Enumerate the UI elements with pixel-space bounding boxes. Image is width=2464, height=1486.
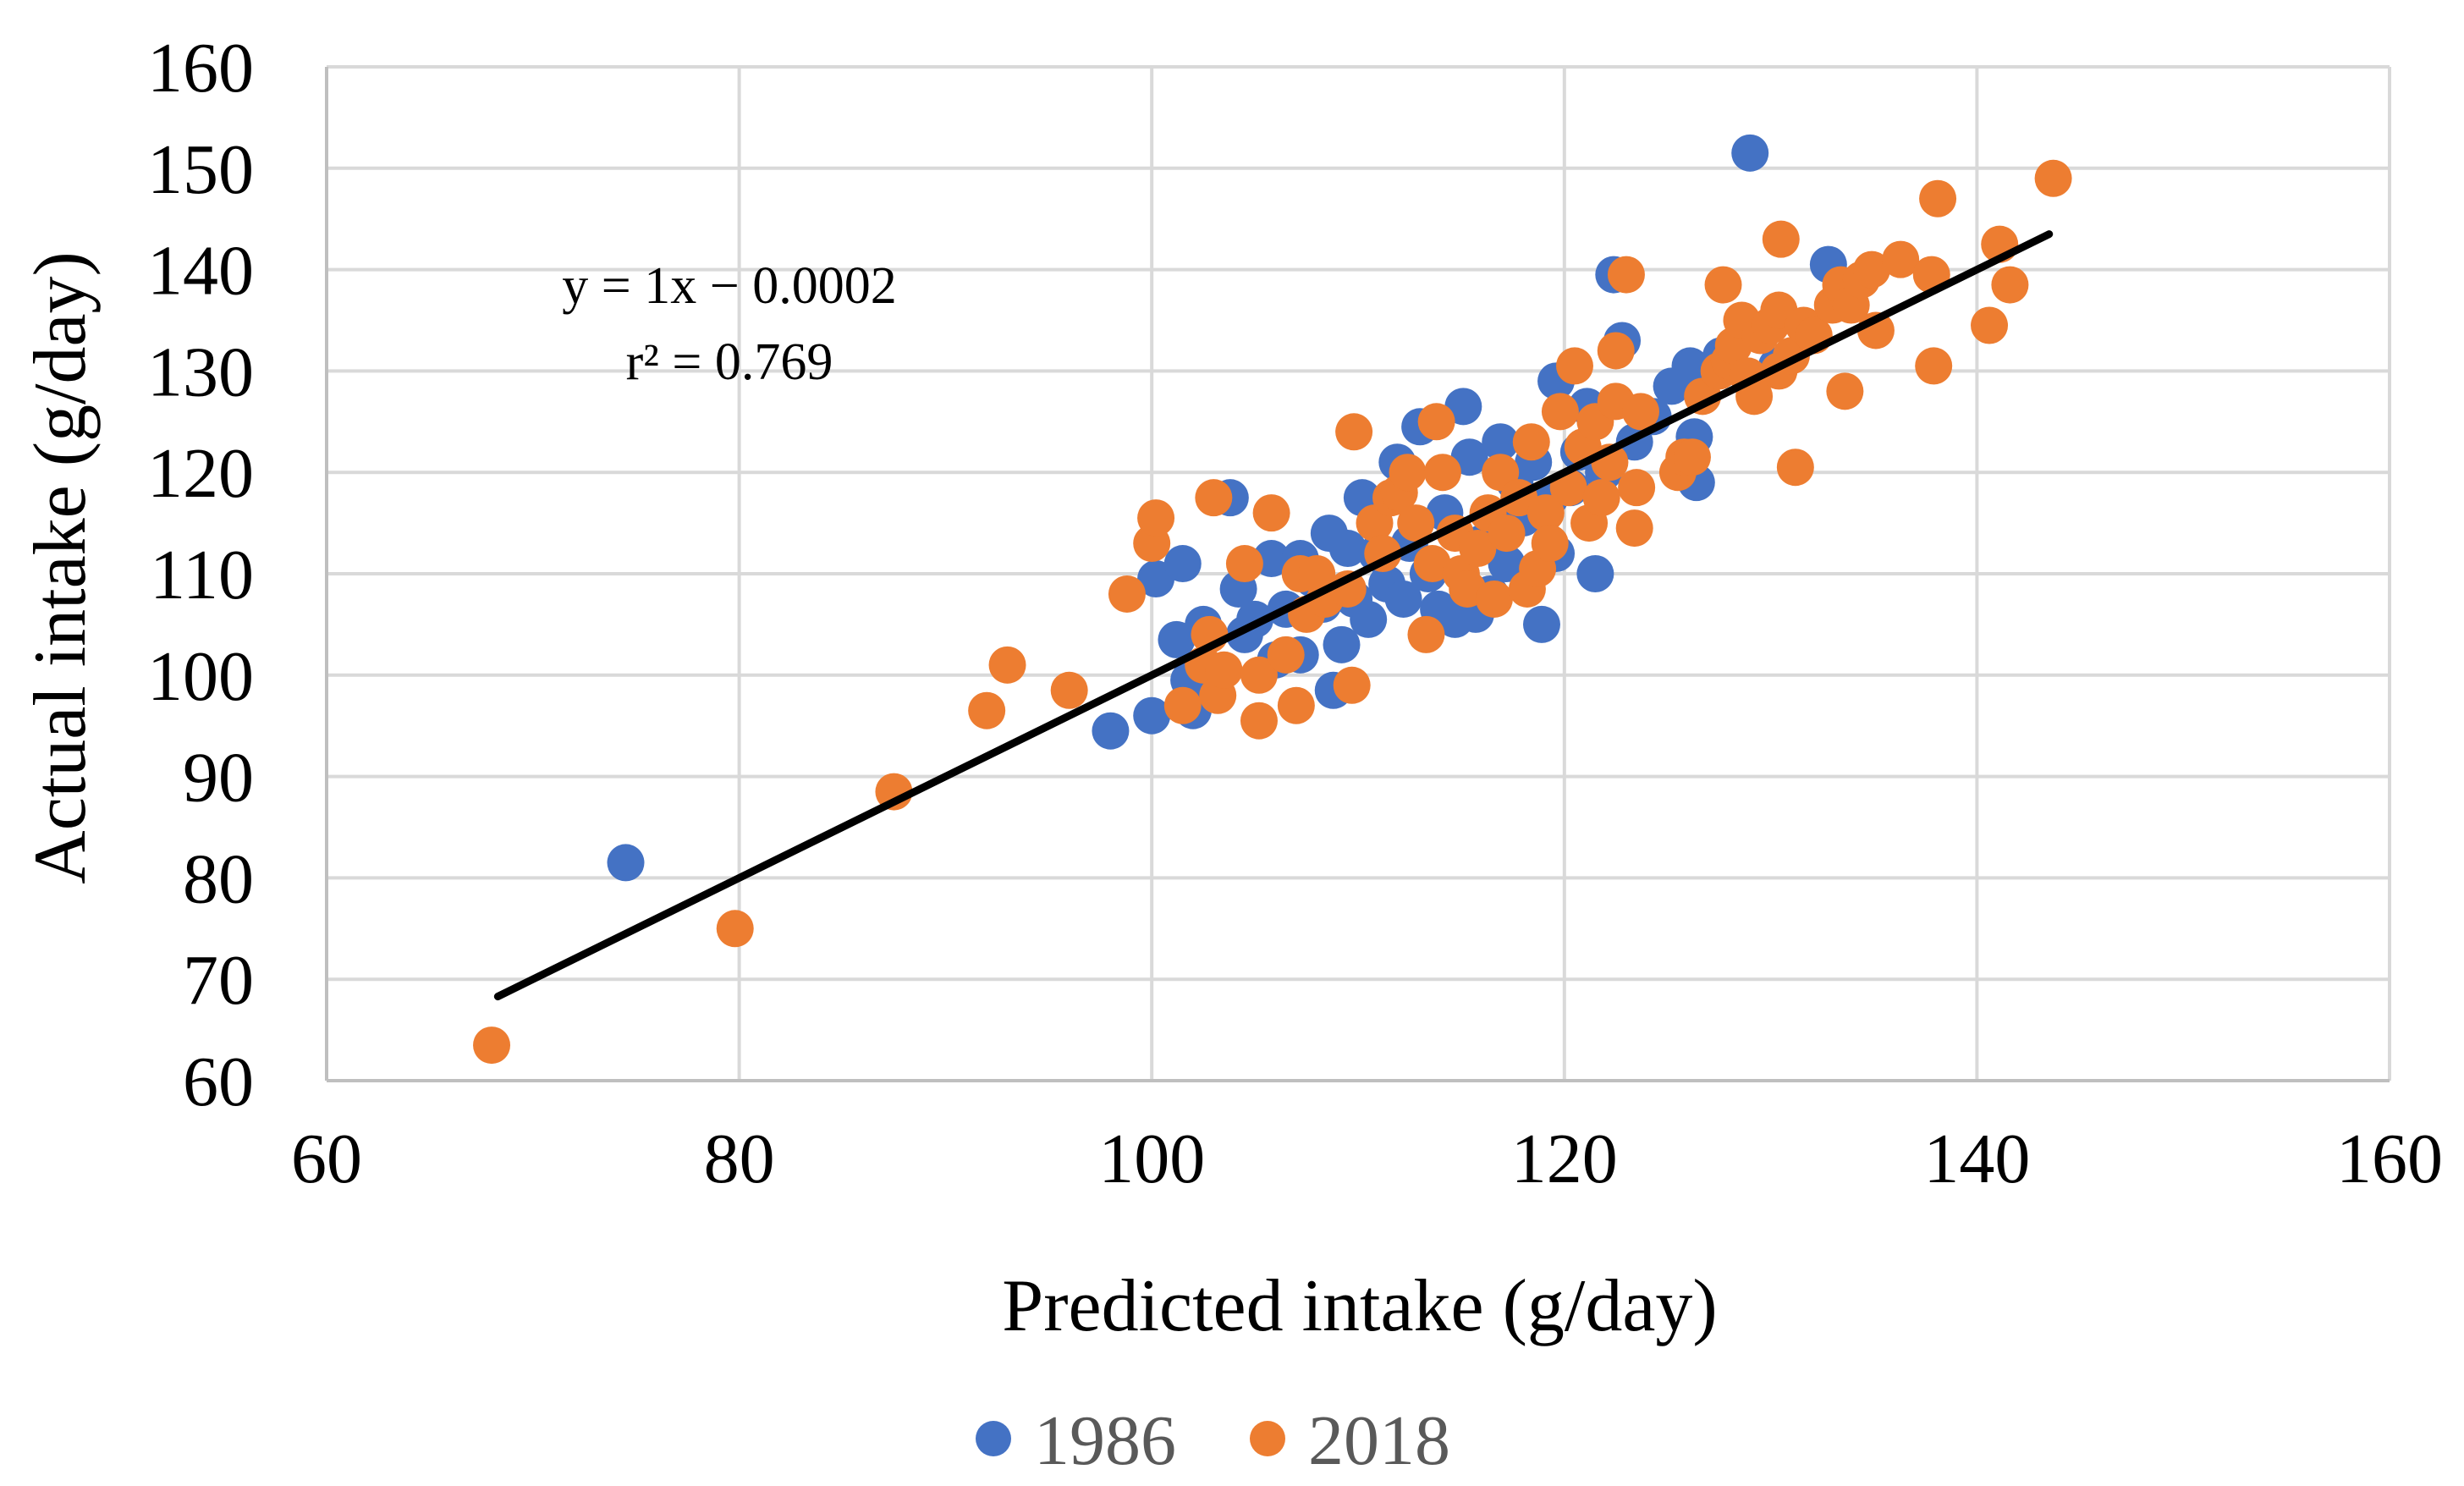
point-2018	[1526, 494, 1565, 532]
x-tick-label: 120	[1511, 1120, 1618, 1198]
trendline-r-squared: r² = 0.769	[626, 333, 833, 391]
x-tick-label: 80	[704, 1120, 775, 1198]
point-1986	[1133, 696, 1171, 735]
point-1986	[1092, 712, 1130, 750]
point-2018	[1882, 240, 1920, 278]
point-2018	[1475, 580, 1513, 618]
point-1986	[1482, 423, 1520, 461]
point-1986	[1163, 545, 1202, 583]
point-2018	[1582, 479, 1620, 517]
gridlines	[325, 65, 2391, 1082]
tick-labels: 60 80 100 120 140 160 60 70 80 90 100 110 120 130 140 1…	[147, 29, 2443, 1198]
point-2018	[1555, 347, 1593, 385]
point-2018	[473, 1026, 511, 1065]
point-2018	[1618, 469, 1656, 507]
point-1986	[1350, 600, 1388, 638]
point-2018	[1205, 651, 1243, 689]
point-2018	[1335, 413, 1373, 451]
legend-marker-2018	[1250, 1421, 1285, 1456]
point-2018	[1389, 454, 1427, 492]
y-tick-label: 70	[183, 941, 254, 1020]
point-1986	[607, 844, 645, 882]
point-2018	[1050, 671, 1088, 709]
point-2018	[1137, 499, 1175, 537]
point-2018	[1915, 347, 1953, 385]
point-2018	[1512, 423, 1550, 461]
point-2018	[1267, 636, 1305, 674]
point-2018	[968, 691, 1006, 729]
y-tick-label: 130	[147, 333, 254, 411]
point-2018	[1488, 515, 1526, 553]
point-2018	[1163, 686, 1202, 724]
y-axis-title: Actual intake (g/day)	[19, 251, 102, 884]
point-2018	[1971, 306, 2009, 344]
point-2018	[1607, 256, 1645, 294]
point-2018	[1762, 220, 1800, 258]
point-2018	[1252, 494, 1290, 532]
x-axis-title: Predicted intake (g/day)	[1002, 1265, 1717, 1347]
point-2018	[1225, 545, 1263, 583]
point-2018	[1195, 479, 1233, 517]
legend-marker-1986	[976, 1421, 1011, 1456]
point-2018	[1622, 393, 1660, 431]
point-2018	[1417, 403, 1455, 441]
point-1986	[1384, 580, 1422, 618]
point-2018	[1413, 545, 1451, 583]
trendline-group	[493, 230, 2054, 1001]
point-2018	[1673, 438, 1711, 476]
point-2018	[1108, 575, 1146, 613]
y-tick-label: 80	[183, 839, 254, 918]
point-2018	[1240, 702, 1278, 740]
point-2018	[1277, 686, 1315, 724]
x-tick-label: 160	[2336, 1120, 2443, 1198]
point-2018	[1826, 372, 1864, 410]
point-1986	[1328, 530, 1367, 568]
y-tick-label: 60	[183, 1043, 254, 1121]
point-2018	[1919, 179, 1957, 217]
point-2018	[988, 646, 1026, 684]
point-1986	[1671, 347, 1709, 385]
legend-label-1986: 1986	[1034, 1401, 1176, 1480]
x-tick-label: 60	[291, 1120, 362, 1198]
point-2018	[1853, 250, 1891, 289]
legend-label-2018: 2018	[1308, 1401, 1450, 1480]
y-tick-label: 100	[147, 637, 254, 716]
y-tick-label: 120	[147, 434, 254, 513]
legend: 1986 2018	[976, 1401, 1450, 1480]
point-1986	[1576, 555, 1614, 592]
y-tick-label: 140	[147, 232, 254, 311]
y-tick-label: 110	[150, 536, 254, 614]
point-2018	[1704, 266, 1742, 304]
y-tick-label: 150	[147, 130, 254, 209]
point-2018	[1615, 509, 1653, 548]
point-2018	[1991, 266, 2029, 304]
point-2018	[1423, 454, 1461, 492]
x-tick-label: 140	[1923, 1120, 2030, 1198]
axes	[325, 67, 2390, 1082]
point-2018	[1397, 504, 1435, 542]
data-points	[473, 134, 2072, 1065]
point-2018	[1459, 530, 1497, 568]
point-2018	[1240, 656, 1278, 694]
point-2018	[1597, 332, 1635, 370]
point-2018	[1776, 449, 1814, 487]
point-1986	[1731, 134, 1769, 172]
point-2018	[1333, 666, 1371, 704]
point-1986	[1323, 625, 1361, 663]
trendline-equation: y = 1x − 0.0002	[562, 257, 896, 315]
y-tick-label: 160	[147, 29, 254, 107]
trendline	[493, 230, 2054, 1001]
point-2018	[1407, 615, 1445, 653]
x-tick-label: 100	[1098, 1120, 1205, 1198]
point-1986	[1522, 605, 1560, 643]
point-2018	[2034, 159, 2072, 197]
point-2018	[1531, 525, 1569, 563]
point-2018	[716, 910, 754, 948]
point-2018	[1541, 393, 1579, 431]
y-tick-label: 90	[183, 739, 254, 817]
point-1986	[1488, 545, 1526, 583]
